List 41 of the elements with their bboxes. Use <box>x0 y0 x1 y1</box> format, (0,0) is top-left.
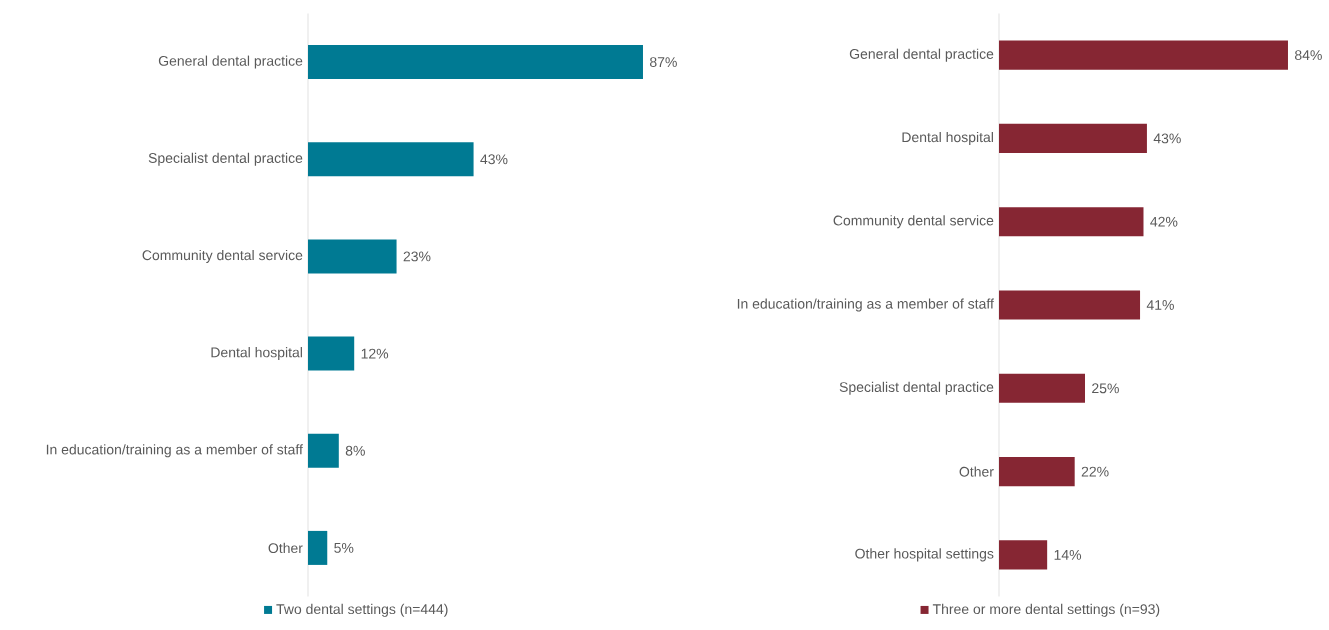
bar <box>999 373 1086 403</box>
y-tick-label: Dental hospital <box>902 131 993 145</box>
y-tick-label: Community dental service <box>142 249 303 263</box>
bar <box>999 290 1141 320</box>
y-tick-label: In education/training as a member of staff <box>46 444 303 458</box>
data-label: 14% <box>1054 549 1082 560</box>
bar <box>308 45 643 80</box>
bar <box>999 123 1147 153</box>
bar <box>308 239 397 274</box>
bar <box>308 336 355 371</box>
data-label: 41% <box>1146 300 1174 310</box>
y-tick-label: Other <box>268 542 303 554</box>
data-label: 84% <box>1294 50 1322 61</box>
data-label: 87% <box>649 57 677 68</box>
bar <box>999 456 1075 487</box>
y-tick-label: Other <box>959 466 994 477</box>
legend-label: Two dental settings (n=444) <box>276 603 448 617</box>
data-label: 42% <box>1150 216 1178 227</box>
y-tick-label: Specialist dental practice <box>148 152 303 166</box>
bar <box>999 540 1048 570</box>
legend-label: Three or more dental settings (n=93) <box>932 603 1160 617</box>
y-tick-label: Community dental service <box>833 215 994 229</box>
data-label: 5% <box>334 543 354 553</box>
y-tick-label: Dental hospital <box>211 347 302 361</box>
y-tick-label: General dental practice <box>849 48 994 62</box>
bar <box>308 530 328 565</box>
data-label: 25% <box>1092 383 1119 394</box>
y-tick-label: Other hospital settings <box>855 548 994 562</box>
y-tick-label: In education/training as a member of staff <box>737 298 994 312</box>
data-label: 23% <box>403 251 431 262</box>
bar <box>999 207 1144 237</box>
bar <box>308 142 474 177</box>
y-tick-label: Specialist dental practice <box>839 381 994 395</box>
data-label: 22% <box>1081 466 1109 477</box>
data-label: 43% <box>480 154 508 165</box>
bar <box>999 40 1288 70</box>
data-label: 43% <box>1153 133 1181 144</box>
y-tick-label: General dental practice <box>158 55 303 69</box>
data-label: 12% <box>361 348 389 359</box>
bar <box>308 433 339 468</box>
data-label: 8% <box>345 445 365 456</box>
